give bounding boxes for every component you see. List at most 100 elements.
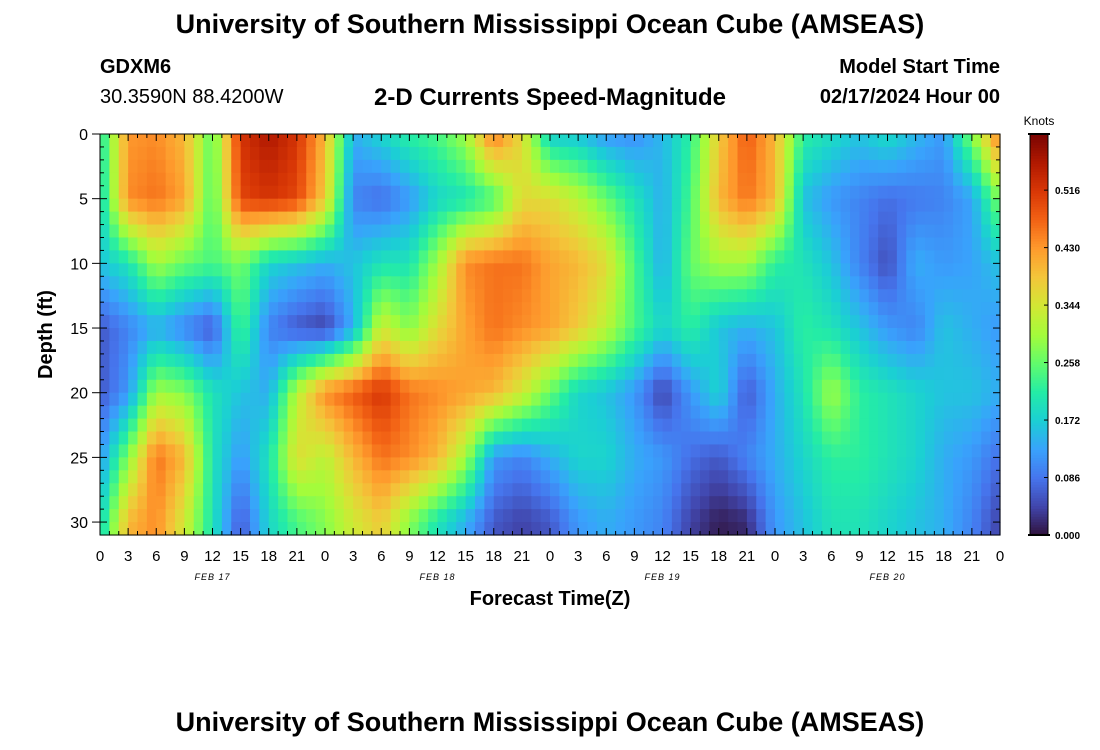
heatmap-cell: [418, 483, 429, 497]
heatmap-cell: [596, 224, 607, 239]
colorbar-swatch: [1030, 305, 1048, 309]
heatmap-cell: [456, 444, 467, 458]
heatmap-cell: [531, 483, 542, 497]
heatmap-cell: [850, 315, 860, 329]
heatmap-cell: [259, 457, 270, 471]
heatmap-cell: [765, 392, 776, 407]
heatmap-cell: [587, 263, 598, 277]
heatmap-cell: [625, 366, 635, 381]
heatmap-cell: [606, 263, 617, 277]
heatmap-cell: [737, 134, 748, 148]
heatmap-cell: [803, 483, 814, 497]
heatmap-cell: [409, 457, 420, 471]
heatmap-cell: [550, 379, 560, 394]
heatmap-cell: [878, 198, 889, 213]
heatmap-cell: [793, 302, 804, 316]
heatmap-cell: [831, 146, 842, 161]
heatmap-cell: [756, 185, 767, 200]
heatmap-cell: [175, 185, 185, 200]
heatmap-cell: [596, 198, 607, 213]
heatmap-cell: [868, 302, 879, 316]
heatmap-cell: [362, 159, 373, 174]
heatmap-cell: [803, 146, 814, 161]
heatmap-cell: [737, 159, 748, 174]
heatmap-cell: [484, 379, 495, 394]
heatmap-cell: [634, 302, 645, 316]
heatmap-cell: [915, 522, 926, 536]
heatmap-cell: [887, 366, 898, 381]
heatmap-cell: [550, 353, 560, 368]
heatmap-cell: [709, 418, 720, 433]
heatmap-cell: [165, 379, 176, 394]
heatmap-cell: [484, 315, 495, 329]
heatmap-cell: [587, 522, 598, 536]
heatmap-cell: [746, 457, 757, 471]
heatmap-cell: [371, 431, 382, 446]
heatmap-cell: [850, 392, 860, 407]
heatmap-cell: [643, 146, 654, 161]
heatmap-cell: [240, 159, 251, 174]
heatmap-cell: [343, 263, 354, 277]
heatmap-cell: [334, 198, 345, 213]
heatmap-cell: [550, 418, 560, 433]
heatmap-cell: [446, 379, 457, 394]
heatmap-cell: [859, 146, 870, 161]
heatmap-cell: [128, 263, 139, 277]
heatmap-cell: [756, 289, 767, 303]
heatmap-cell: [353, 483, 364, 497]
heatmap-cell: [653, 457, 664, 471]
x-tick-label: 15: [682, 548, 699, 565]
heatmap-cell: [793, 211, 804, 226]
heatmap-cell: [568, 379, 579, 394]
heatmap-cell: [793, 276, 804, 290]
heatmap-cell: [550, 328, 560, 342]
heatmap-cell: [212, 159, 223, 174]
heatmap-cell: [231, 134, 242, 148]
heatmap-cell: [662, 237, 673, 252]
heatmap-cell: [250, 289, 260, 303]
heatmap-cell: [615, 302, 626, 316]
heatmap-cell: [109, 418, 120, 433]
heatmap-cell: [681, 340, 692, 355]
heatmap-cell: [962, 379, 973, 394]
heatmap-cell: [109, 263, 120, 277]
heatmap-cell: [812, 509, 823, 523]
heatmap-cell: [953, 263, 964, 277]
heatmap-cell: [831, 522, 842, 536]
heatmap-cell: [371, 315, 382, 329]
heatmap-cell: [606, 431, 617, 446]
heatmap-cell: [184, 198, 195, 213]
heatmap-cell: [268, 146, 279, 161]
x-tick-label: 9: [855, 548, 863, 565]
heatmap-cell: [728, 146, 739, 161]
heatmap-cell: [409, 237, 420, 252]
heatmap-cell: [409, 353, 420, 368]
heatmap-cell: [962, 276, 973, 290]
heatmap-cell: [475, 302, 485, 316]
heatmap-cell: [971, 185, 982, 200]
heatmap-cell: [756, 405, 767, 420]
heatmap-cell: [831, 444, 842, 458]
heatmap-cell: [475, 496, 485, 510]
colorbar-swatch: [1030, 139, 1048, 143]
colorbar-swatch: [1030, 246, 1048, 250]
heatmap-cell: [803, 172, 814, 187]
heatmap-cell: [915, 509, 926, 523]
heatmap-cell: [775, 457, 785, 471]
heatmap-cell: [728, 172, 739, 187]
heatmap-cell: [831, 172, 842, 187]
heatmap-cell: [428, 328, 439, 342]
heatmap-cell: [446, 302, 457, 316]
heatmap-cell: [221, 250, 232, 264]
heatmap-cell: [737, 211, 748, 226]
heatmap-cell: [128, 211, 139, 226]
heatmap-cell: [109, 444, 120, 458]
heatmap-cell: [475, 224, 485, 239]
heatmap-cell: [700, 159, 710, 174]
heatmap-cell: [137, 470, 148, 484]
heatmap-cell: [493, 340, 504, 355]
heatmap-cell: [953, 353, 964, 368]
heatmap-cell: [493, 159, 504, 174]
heatmap-cell: [728, 224, 739, 239]
heatmap-cell: [156, 146, 167, 161]
